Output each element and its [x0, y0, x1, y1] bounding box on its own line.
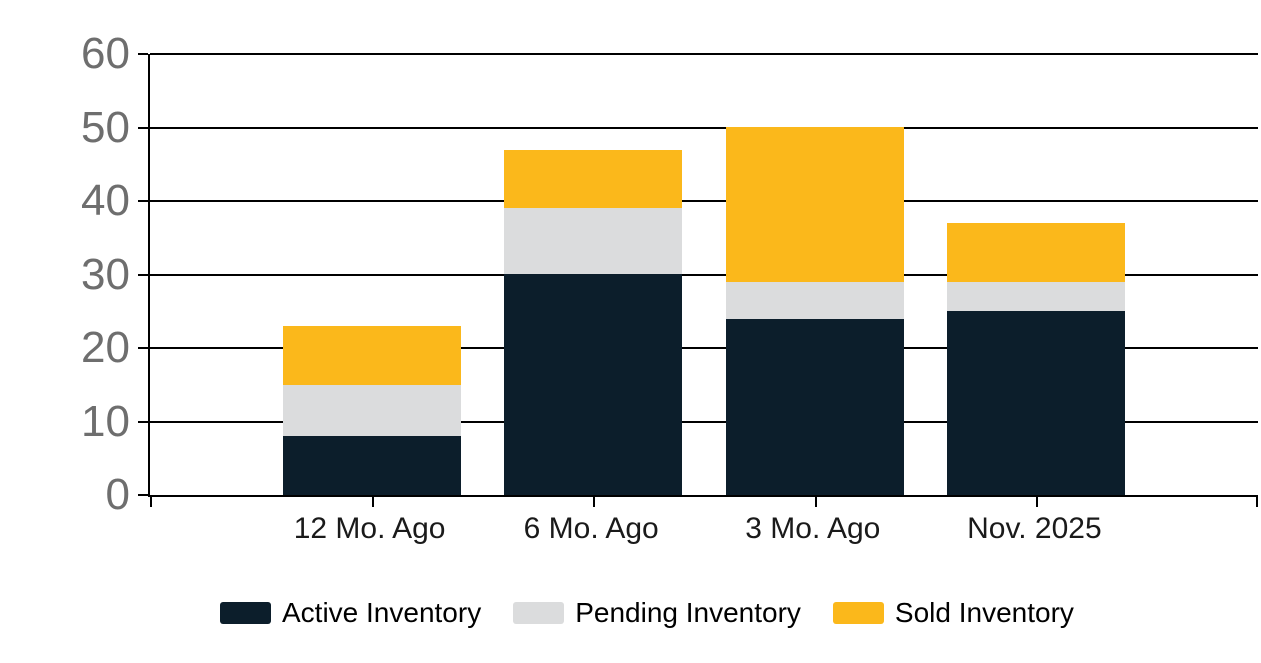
legend: Active Inventory Pending Inventory Sold In… — [220, 597, 1074, 629]
bar-segment-active-inventory — [947, 311, 1125, 495]
bar-segment-active-inventory — [726, 319, 904, 495]
gridline-60 — [150, 53, 1258, 55]
legend-swatch-sold-inventory — [832, 602, 884, 624]
x-axis-end-tick — [1256, 497, 1258, 507]
x-tick-4 — [1036, 497, 1038, 507]
bar-segment-sold-inventory — [283, 326, 461, 385]
y-tick-40 — [138, 200, 148, 202]
y-tick-label-20: 20 — [81, 323, 130, 372]
x-tick-2 — [593, 497, 595, 507]
gridline-30 — [150, 273, 1258, 276]
legend-label: Active Inventory — [282, 597, 482, 628]
bar-group-3 — [726, 127, 904, 495]
y-tick-30 — [138, 273, 148, 276]
legend-swatch-active-inventory — [220, 602, 271, 624]
bar-segment-pending-inventory — [504, 208, 682, 274]
legend-swatch-pending-inventory — [513, 602, 565, 624]
gridline-50 — [150, 126, 1258, 129]
y-tick-60 — [138, 53, 148, 55]
y-tick-label-40: 40 — [81, 176, 130, 225]
legend-item-sold-inventory: Sold Inventory — [832, 597, 1074, 629]
gridline-40 — [150, 200, 1258, 202]
gridline-10 — [150, 420, 1258, 423]
bar-group-2 — [504, 150, 682, 495]
x-tick-1 — [372, 497, 374, 507]
x-axis-label-3: 3 Mo. Ago — [745, 512, 881, 545]
y-tick-label-50: 50 — [81, 102, 130, 152]
y-tick-0 — [138, 494, 148, 496]
x-tick-3 — [815, 497, 817, 507]
x-axis-label-1: 12 Mo. Ago — [293, 512, 446, 545]
bar-segment-active-inventory — [283, 436, 461, 495]
bar-segment-pending-inventory — [283, 385, 461, 436]
plot-area — [138, 53, 1258, 507]
y-tick-20 — [138, 347, 148, 349]
y-tick-50 — [138, 126, 148, 129]
bar-group-4 — [947, 223, 1125, 495]
y-tick-label-30: 30 — [81, 249, 130, 299]
x-axis-label-2: 6 Mo. Ago — [523, 512, 659, 545]
bar-segment-active-inventory — [504, 274, 682, 495]
y-tick-label-60: 60 — [81, 29, 130, 78]
x-axis-origin-tick — [150, 497, 152, 507]
legend-label: Pending Inventory — [575, 597, 801, 628]
legend-item-active-inventory: Active Inventory — [220, 597, 481, 629]
bar-group-1 — [283, 326, 461, 495]
y-tick-10 — [138, 420, 148, 423]
bar-segment-pending-inventory — [726, 282, 904, 319]
bar-segment-pending-inventory — [947, 282, 1125, 311]
y-tick-label-0: 0 — [105, 470, 130, 519]
bar-segment-sold-inventory — [726, 127, 904, 282]
legend-label: Sold Inventory — [894, 597, 1074, 628]
y-tick-label-10: 10 — [81, 396, 130, 446]
bar-segment-sold-inventory — [947, 223, 1125, 282]
x-axis-label-4: Nov. 2025 — [967, 512, 1102, 545]
gridline-20 — [150, 347, 1258, 349]
bar-segment-sold-inventory — [504, 150, 682, 208]
legend-item-pending-inventory: Pending Inventory — [513, 597, 801, 629]
